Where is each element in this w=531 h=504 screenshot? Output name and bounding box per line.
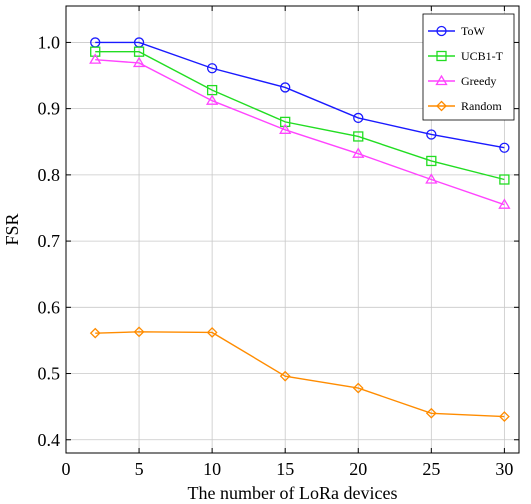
y-tick-label: 0.5 bbox=[38, 364, 61, 384]
legend-label: ToW bbox=[461, 24, 485, 38]
x-tick-label: 0 bbox=[62, 459, 71, 479]
y-tick-label: 0.9 bbox=[38, 99, 61, 119]
legend-label: UCB1-T bbox=[461, 49, 504, 63]
x-tick-label: 5 bbox=[135, 459, 144, 479]
x-tick-label: 15 bbox=[276, 459, 294, 479]
x-tick-label: 30 bbox=[495, 459, 513, 479]
x-axis-title: The number of LoRa devices bbox=[188, 483, 398, 503]
y-axis-title: FSR bbox=[2, 213, 22, 245]
legend-item: UCB1-T bbox=[428, 49, 504, 63]
y-tick-label: 0.8 bbox=[38, 165, 61, 185]
series-random bbox=[91, 327, 509, 421]
series-line bbox=[95, 332, 504, 417]
legend-label: Random bbox=[461, 99, 502, 113]
y-tick-label: 0.4 bbox=[38, 430, 61, 450]
x-tick-label: 10 bbox=[203, 459, 221, 479]
y-tick-label: 1.0 bbox=[38, 32, 61, 52]
y-tick-label: 0.7 bbox=[38, 231, 61, 251]
y-tick-label: 0.6 bbox=[38, 297, 61, 317]
legend: ToW UCB1-T Greedy Random bbox=[423, 14, 514, 120]
legend-label: Greedy bbox=[461, 74, 496, 88]
x-tick-label: 20 bbox=[349, 459, 367, 479]
x-tick-label: 25 bbox=[422, 459, 440, 479]
